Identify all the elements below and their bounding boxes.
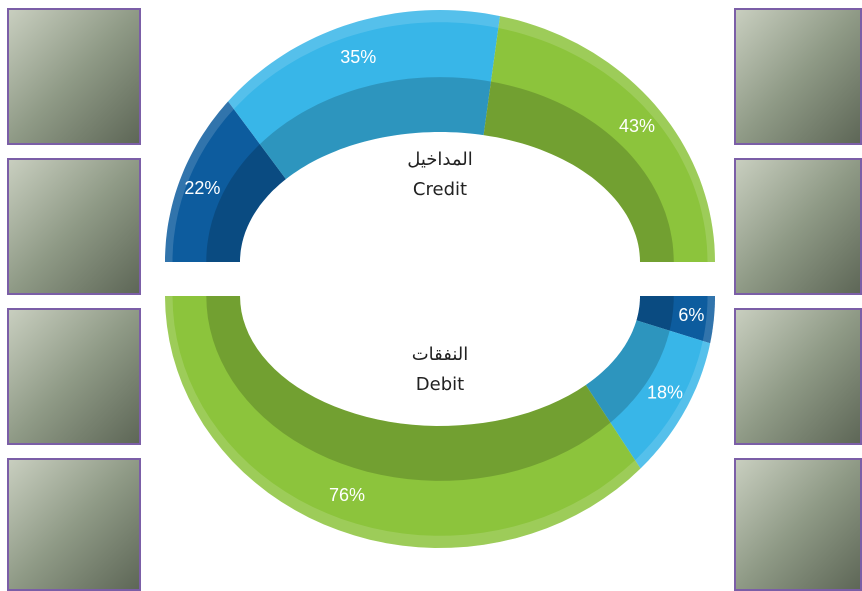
- photo: [735, 9, 861, 144]
- photo: [8, 9, 140, 144]
- center-title: المداخيل: [407, 149, 473, 170]
- center-subtitle: Debit: [416, 374, 464, 395]
- value-label: 18%: [647, 383, 683, 403]
- value-label: 76%: [329, 485, 365, 505]
- photo: [8, 459, 140, 590]
- photo: [8, 309, 140, 444]
- photo: [735, 459, 861, 590]
- value-label: 43%: [619, 116, 655, 136]
- photo: [735, 159, 861, 294]
- center-title: النفقات: [412, 344, 469, 365]
- value-label: 6%: [678, 305, 704, 325]
- infographic: 22% 35% 43% المداخيل Credit 6% 18% 76% النفقات De…: [0, 0, 862, 591]
- center-subtitle: Credit: [413, 179, 467, 200]
- value-label: 22%: [184, 178, 220, 198]
- value-label: 35%: [340, 47, 376, 67]
- photo: [8, 159, 140, 294]
- photo: [735, 309, 861, 444]
